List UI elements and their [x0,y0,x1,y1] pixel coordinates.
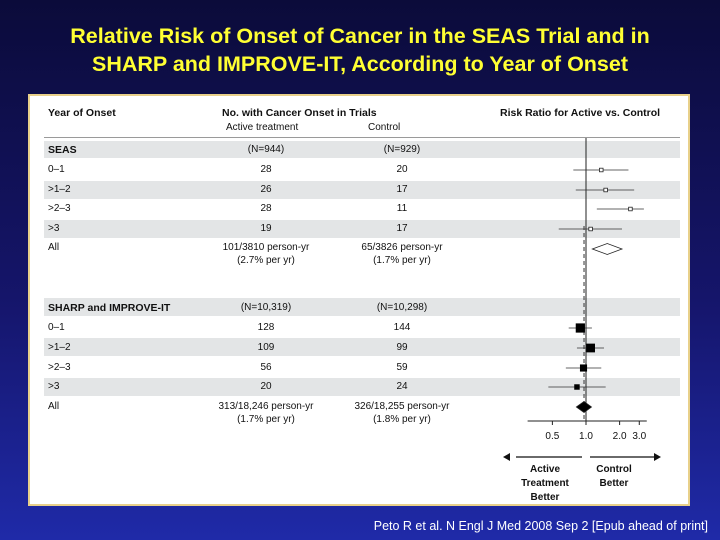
control-count: 17 [396,184,408,195]
direction-label-control: Better [600,478,629,489]
overall-diamond [575,401,593,413]
active-count: 28 [260,164,272,175]
group-label-sharp-improve-it: SHARP and IMPROVE-IT [48,302,171,314]
x-tick-label: 1.0 [579,431,593,442]
control-count: 11 [396,203,408,214]
row-label: 0–1 [48,322,65,333]
active-rate: (2.7% per yr) [237,255,295,266]
control-count: 99 [396,342,408,353]
sharp-control-n: (N=10,298) [376,302,428,313]
control-count: 144 [393,322,411,333]
row-label: >1–2 [48,184,71,195]
row-stripe [44,298,680,316]
header-divider [44,137,680,138]
active-total: 101/3810 person-yr [222,242,310,253]
overall-diamond [591,243,624,255]
row-stripe [44,181,680,199]
sharp-active-n: (N=10,319) [240,302,292,313]
control-count: 20 [396,164,408,175]
direction-label-active: Treatment [521,478,569,489]
row-stripe [44,141,680,158]
row-label: >2–3 [48,362,71,373]
row-label: >3 [48,223,60,234]
active-count: 28 [260,203,272,214]
row-label-all: All [48,242,60,253]
column-header-control: Control [368,122,401,133]
row-stripe [44,378,680,396]
seas-control-n: (N=929) [383,144,421,155]
slide-title-line-2: SHARP and IMPROVE-IT, According to Year … [92,52,628,76]
row-label-all: All [48,401,60,412]
x-tick-label: 2.0 [613,431,627,442]
forest-plot-figure: Year of Onset No. with Cancer Onset in T… [28,94,690,506]
direction-label-active: Better [531,492,560,503]
arrow-head-left [503,453,510,461]
direction-label-control: Control [596,464,632,475]
control-count: 17 [396,223,408,234]
slide-title: Relative Risk of Onset of Cancer in the … [0,22,720,78]
active-count: 128 [257,322,275,333]
direction-label-active: Active [530,464,560,475]
point-estimate-marker [588,226,593,232]
control-total: 326/18,255 person-yr [354,401,450,412]
column-header-risk-ratio: Risk Ratio for Active vs. Control [500,107,661,119]
group-label-seas: SEAS [48,144,77,156]
citation: Peto R et al. N Engl J Med 2008 Sep 2 [E… [373,519,708,533]
column-header-trials: No. with Cancer Onset in Trials [222,107,377,119]
control-total: 65/3826 person-yr [361,242,443,253]
point-estimate-marker [575,323,585,333]
forest-plot: 0.5 1.0 2.0 3.0 Active Treatment Better Control… [503,138,661,503]
point-estimate-marker [599,167,604,173]
point-estimate-marker [628,206,633,212]
active-total: 313/18,246 person-yr [218,401,314,412]
active-rate: (1.7% per yr) [237,414,295,425]
active-count: 109 [257,342,275,353]
control-count: 24 [396,381,408,392]
column-header-year: Year of Onset [48,107,116,119]
point-estimate-marker [603,187,608,193]
control-count: 59 [396,362,408,373]
point-estimate-marker [574,384,580,390]
row-label: >1–2 [48,342,71,353]
x-tick-label: 3.0 [632,431,646,442]
control-rate: (1.8% per yr) [373,414,431,425]
active-count: 56 [260,362,272,373]
point-estimate-marker [586,343,595,353]
column-header-active: Active treatment [226,122,299,133]
active-count: 20 [260,381,272,392]
point-estimate-marker [579,364,588,372]
x-tick-label: 0.5 [545,431,559,442]
control-rate: (1.7% per yr) [373,255,431,266]
seas-active-n: (N=944) [247,144,285,155]
row-stripe [44,220,680,238]
slide-title-line-1: Relative Risk of Onset of Cancer in the … [70,24,650,48]
row-label: 0–1 [48,164,65,175]
arrow-head-right [654,453,661,461]
active-count: 19 [260,223,272,234]
active-count: 26 [260,184,272,195]
row-label: >2–3 [48,203,71,214]
row-label: >3 [48,381,60,392]
row-stripe [44,338,680,356]
